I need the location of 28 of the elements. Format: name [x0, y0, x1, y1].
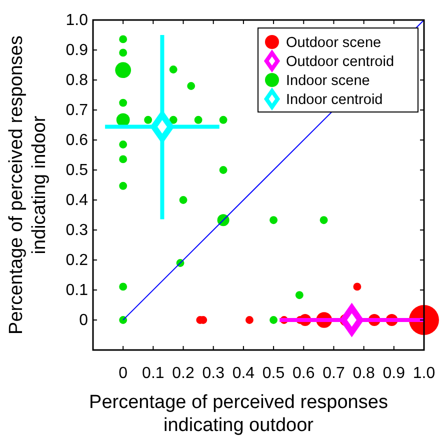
x-tick-label: 0.4: [232, 365, 255, 382]
y-axis-title: Percentage of perceived responses indicating indoor: [6, 36, 50, 334]
legend-label: Outdoor scene: [286, 35, 382, 51]
x-tick-label: 0.8: [352, 365, 376, 382]
y-tick-label: 0.8: [66, 72, 88, 89]
x-tick-label: 0.2: [172, 365, 194, 382]
y-tick-label: 0.1: [66, 282, 88, 299]
x-tick-label: 0.6: [292, 365, 315, 382]
y-tick-label: 0.4: [66, 192, 88, 209]
legend-label: Indoor scene: [286, 73, 370, 89]
y-tick-label: 0.2: [66, 252, 88, 269]
legend-label: Outdoor centroid: [286, 54, 394, 70]
y-tick-label: 0.5: [66, 162, 88, 179]
legend-label: Indoor centroid: [286, 92, 383, 108]
x-tick-label: 0.9: [382, 365, 406, 382]
x-tick-label: 0: [118, 365, 128, 382]
x-tick-label: 0.5: [262, 365, 285, 382]
y-tick-label: 0.7: [66, 102, 88, 119]
y-tick-label: 0.6: [66, 132, 88, 149]
y-tick-label: 0.3: [66, 222, 88, 239]
y-tick-label: 0: [79, 312, 88, 329]
y-tick-label: 1.0: [66, 12, 88, 29]
x-tick-label: 0.7: [322, 365, 345, 382]
x-tick-label: 0.1: [142, 365, 164, 382]
x-axis-title: Percentage of perceived responses indicating outdoor: [89, 392, 388, 436]
x-tick-label: 1.0: [412, 365, 436, 382]
x-tick-label: 0.3: [202, 365, 225, 382]
y-tick-label: 0.9: [66, 42, 88, 59]
